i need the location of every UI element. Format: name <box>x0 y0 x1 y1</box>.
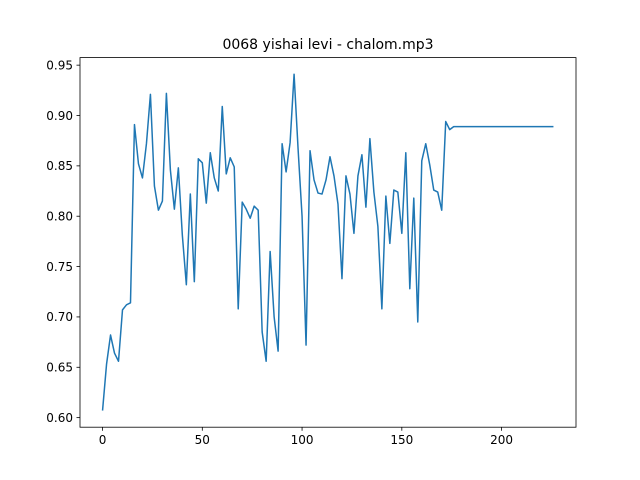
axes-frame <box>79 57 577 428</box>
y-tick-label: 0.65 <box>46 361 73 375</box>
y-tick-label: 0.95 <box>46 58 73 72</box>
y-axis: 0.60 0.65 0.70 0.75 0.80 0.85 0.90 0.95 <box>46 58 80 425</box>
y-tick-label: 0.85 <box>46 159 73 173</box>
x-tick-label: 50 <box>195 433 210 447</box>
x-tick-label: 0 <box>99 433 107 447</box>
y-tick-label: 0.70 <box>46 310 73 324</box>
x-tick-label: 200 <box>490 433 513 447</box>
y-tick-label: 0.60 <box>46 411 73 425</box>
chart-title: 0068 yishai levi - chalom.mp3 <box>222 37 433 53</box>
x-tick-label: 100 <box>291 433 314 447</box>
x-axis: 0 50 100 150 200 <box>99 427 513 447</box>
y-tick-label: 0.90 <box>46 109 73 123</box>
y-tick-label: 0.80 <box>46 210 73 224</box>
plot-area <box>101 73 554 411</box>
y-tick-label: 0.75 <box>46 260 73 274</box>
x-tick-label: 150 <box>390 433 413 447</box>
series-line-0 <box>101 73 554 411</box>
